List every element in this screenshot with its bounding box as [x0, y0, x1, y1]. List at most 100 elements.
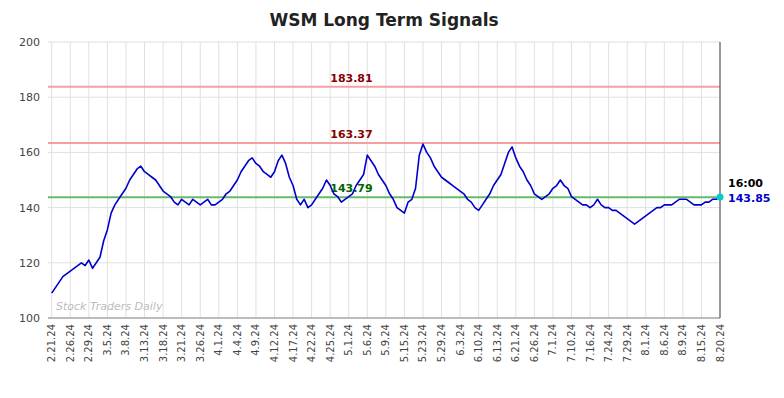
x-grid-line — [274, 42, 275, 318]
x-tick-label: 5.1.24 — [343, 324, 354, 356]
watermark: Stock Traders Daily — [56, 300, 163, 313]
last-point-line — [720, 42, 721, 318]
x-tick-label: 7.24.24 — [603, 324, 614, 362]
x-grid-line — [608, 42, 609, 318]
x-grid-line — [200, 42, 201, 318]
y-tick-label: 120 — [19, 257, 40, 270]
y-grid-line — [48, 318, 720, 319]
y-grid-line — [48, 207, 720, 208]
x-grid-line — [385, 42, 386, 318]
x-tick-label: 3.21.24 — [176, 324, 187, 362]
reference-lines — [48, 87, 720, 197]
x-grid-line — [144, 42, 145, 318]
reference-line-label: 143.79 — [330, 182, 372, 195]
x-tick-label: 8.6.24 — [659, 324, 670, 356]
reference-line — [48, 142, 720, 144]
x-tick-label: 3.8.24 — [120, 324, 131, 356]
reference-line — [48, 86, 720, 88]
x-grid-line — [645, 42, 646, 318]
x-tick-label: 5.6.24 — [362, 324, 373, 356]
x-axis — [48, 318, 720, 319]
x-tick-label: 2.26.24 — [65, 324, 76, 362]
title: WSM Long Term Signals — [269, 10, 498, 30]
background — [0, 0, 784, 398]
x-grid-line — [720, 42, 721, 318]
x-tick-label: 3.26.24 — [195, 324, 206, 362]
x-tick-label: 5.23.24 — [417, 324, 428, 362]
x-tick-label: 3.18.24 — [158, 324, 169, 362]
x-grid-line — [460, 42, 461, 318]
x-tick-label: 8.9.24 — [677, 324, 688, 356]
x-grid-line — [627, 42, 628, 318]
x-tick-label: 2.29.24 — [83, 324, 94, 362]
x-tick-label: 3.5.24 — [102, 324, 113, 356]
price-line — [52, 144, 720, 293]
x-grid-line — [478, 42, 479, 318]
x-grid-line — [88, 42, 89, 318]
x-tick-label: 7.10.24 — [566, 324, 577, 362]
x-grid-line — [701, 42, 702, 318]
y-tick-label: 100 — [19, 312, 40, 325]
grid — [48, 42, 720, 318]
x-tick-label: 4.17.24 — [288, 324, 299, 362]
x-grid-line — [441, 42, 442, 318]
x-grid-line — [107, 42, 108, 318]
series — [52, 144, 720, 293]
x-grid-line — [571, 42, 572, 318]
x-tick-label: 4.12.24 — [269, 324, 280, 362]
x-tick-label: 5.9.24 — [380, 324, 391, 356]
x-grid-line — [590, 42, 591, 318]
x-grid-line — [70, 42, 71, 318]
x-tick-label: 6.13.24 — [492, 324, 503, 362]
x-grid-line — [163, 42, 164, 318]
x-tick-label: 5.29.24 — [436, 324, 447, 362]
x-tick-label: 7.1.24 — [547, 324, 558, 356]
x-tick-label: 6.21.24 — [510, 324, 521, 362]
y-grid-line — [48, 152, 720, 153]
y-grid-line — [48, 97, 720, 98]
x-grid-line — [218, 42, 219, 318]
x-tick-label: 8.20.24 — [715, 324, 726, 362]
x-tick-label: 5.15.24 — [399, 324, 410, 362]
x-grid-line — [664, 42, 665, 318]
x-tick-label: 6.26.24 — [529, 324, 540, 362]
x-tick-label: 7.16.24 — [585, 324, 596, 362]
x-grid-line — [404, 42, 405, 318]
y-tick-label: 140 — [19, 202, 40, 215]
reference-line-label: 183.81 — [330, 72, 372, 85]
y-grid-line — [48, 42, 720, 43]
x-grid-line — [682, 42, 683, 318]
x-tick-label: 6.10.24 — [473, 324, 484, 362]
x-tick-label: 3.13.24 — [139, 324, 150, 362]
last-point-dot — [717, 193, 724, 200]
x-tick-label: 6.3.24 — [455, 324, 466, 356]
y-grid-line — [48, 262, 720, 263]
x-tick-label: 4.9.24 — [250, 324, 261, 356]
x-tick-label: 4.25.24 — [325, 324, 336, 362]
x-tick-label: 8.15.24 — [696, 324, 707, 362]
x-tick-label: 4.4.24 — [232, 324, 243, 356]
x-tick-label: 7.29.24 — [622, 324, 633, 362]
chart: 100 120 140 160 180 200 2.21.24 2.26.24 2.29.24 3… — [0, 0, 784, 398]
x-tick-label: 2.21.24 — [46, 324, 57, 362]
last-price-label: 143.85 — [728, 192, 770, 205]
x-grid-line — [255, 42, 256, 318]
x-grid-line — [125, 42, 126, 318]
y-tick-label: 160 — [19, 146, 40, 159]
x-grid-line — [51, 42, 52, 318]
reference-line — [48, 196, 720, 198]
x-tick-label: 8.1.24 — [640, 324, 651, 356]
x-grid-line — [311, 42, 312, 318]
x-tick-label: 4.22.24 — [306, 324, 317, 362]
x-grid-line — [552, 42, 553, 318]
x-grid-line — [534, 42, 535, 318]
reference-line-label: 163.37 — [330, 128, 372, 141]
y-tick-label: 200 — [19, 36, 40, 49]
x-grid-line — [181, 42, 182, 318]
x-grid-line — [293, 42, 294, 318]
x-tick-label: 4.1.24 — [213, 324, 224, 356]
last-time-label: 16:00 — [728, 177, 763, 190]
x-grid-line — [515, 42, 516, 318]
x-grid-line — [422, 42, 423, 318]
y-tick-label: 180 — [19, 91, 40, 104]
